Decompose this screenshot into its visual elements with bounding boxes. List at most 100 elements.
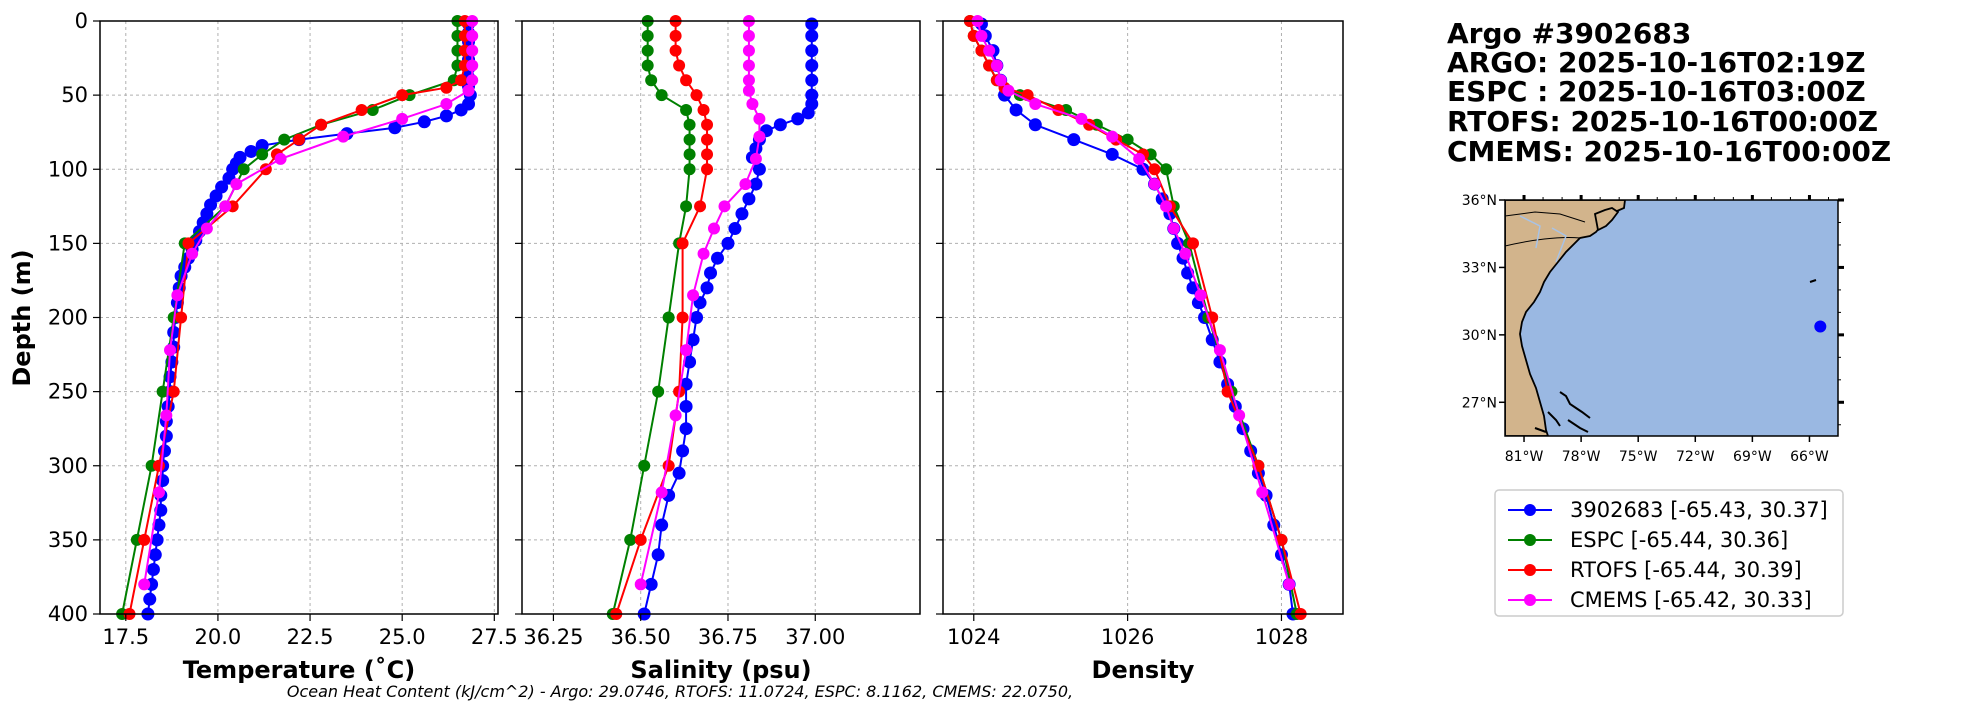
data-point-rtofs (455, 74, 468, 87)
map-lon-label: 66°W (1790, 449, 1829, 465)
data-point-3902683 (679, 399, 693, 413)
data-point-rtofs (396, 89, 409, 102)
data-point-rtofs (662, 459, 675, 472)
data-point-3902683 (805, 73, 819, 87)
data-point-3902683 (721, 236, 735, 250)
data-point-rtofs (293, 133, 305, 146)
data-point-rtofs (1187, 237, 1199, 250)
data-point-cmems (1160, 200, 1173, 213)
map-lat-label: 36°N (1462, 193, 1497, 209)
data-point-cmems (1179, 247, 1192, 260)
data-point-rtofs (1275, 533, 1288, 546)
data-point-rtofs (673, 59, 686, 72)
x-tick-label: 36.50 (611, 625, 671, 649)
data-point-rtofs (440, 81, 453, 94)
y-tick-label: 200 (48, 306, 88, 330)
data-point-3902683 (735, 207, 749, 221)
data-point-cmems (152, 486, 165, 499)
data-point-espc (237, 163, 250, 176)
data-point-cmems (697, 247, 710, 260)
data-point-espc (683, 163, 696, 176)
data-point-3902683 (1028, 118, 1042, 132)
data-point-cmems (746, 98, 759, 111)
legend: 3902683 [-65.43, 30.37] ESPC [-65.44, 30.… (1494, 489, 1844, 617)
data-point-cmems (396, 112, 409, 125)
map-lat-label: 27°N (1462, 395, 1497, 411)
data-point-cmems (1256, 486, 1269, 499)
data-point-rtofs (669, 44, 682, 57)
data-point-cmems (462, 84, 475, 97)
data-point-cmems (466, 59, 479, 72)
data-point-rtofs (669, 29, 682, 42)
y-tick-label: 0 (75, 9, 88, 33)
data-point-cmems (990, 59, 1003, 72)
data-point-cmems (1106, 130, 1119, 143)
legend-frame (1494, 489, 1844, 617)
data-point-rtofs (138, 533, 151, 546)
header-espc-time: ESPC : 2025-10-16T03:00Z (1447, 75, 1866, 108)
data-point-espc (638, 459, 651, 472)
data-point-cmems (742, 74, 755, 87)
data-point-espc (680, 200, 693, 213)
x-tick-label: 1024 (947, 625, 1000, 649)
data-point-3902683 (152, 518, 166, 532)
data-point-3902683 (704, 266, 718, 280)
data-point-espc (683, 133, 696, 146)
legend-marker (1524, 534, 1536, 546)
data-point-rtofs (680, 74, 693, 87)
data-point-3902683 (683, 355, 697, 369)
data-point-rtofs (182, 237, 195, 250)
data-point-3902683 (143, 592, 157, 606)
data-point-3902683 (651, 548, 665, 562)
data-point-3902683 (728, 222, 742, 236)
location-map: 36°N 33°N 30°N 27°N 81°W 78°W 75°W 72°W 69°W 66°W (1462, 193, 1844, 465)
series-line-cmems (143, 21, 474, 585)
x-axis-title: Temperature (˚C) (183, 656, 416, 684)
data-point-rtofs (676, 237, 689, 250)
data-point-3902683 (417, 115, 431, 129)
x-tick-label: 27.5 (471, 625, 518, 649)
data-point-cmems (1148, 178, 1161, 191)
y-tick-label: 150 (48, 231, 88, 255)
data-point-cmems (1283, 578, 1296, 591)
x-tick-label: 1028 (1255, 625, 1308, 649)
data-point-3902683 (439, 109, 453, 123)
data-point-3902683 (244, 144, 258, 158)
data-point-cmems (708, 222, 721, 235)
data-point-cmems (655, 486, 668, 499)
y-axis-title: Depth (m) (8, 249, 36, 386)
data-point-3902683 (1009, 103, 1023, 117)
data-point-cmems (742, 44, 755, 57)
data-point-cmems (742, 84, 755, 97)
salinity-panel: 36.25 36.50 36.75 37.00 Salinity (psu) (515, 15, 921, 684)
data-point-3902683 (700, 281, 714, 295)
data-point-3902683 (805, 44, 819, 58)
data-point-3902683 (752, 162, 766, 176)
data-point-espc (683, 118, 696, 131)
data-point-cmems (230, 178, 243, 191)
data-point-3902683 (791, 112, 805, 126)
map-lon-label: 72°W (1676, 449, 1715, 465)
data-point-3902683 (801, 106, 815, 120)
x-tick-label: 36.75 (698, 625, 758, 649)
data-point-3902683 (1105, 147, 1119, 161)
data-point-3902683 (644, 577, 658, 591)
data-point-3902683 (679, 422, 693, 436)
data-point-cmems (1213, 344, 1226, 357)
x-tick-label: 36.25 (523, 625, 583, 649)
data-point-3902683 (157, 444, 171, 458)
data-point-cmems (994, 74, 1007, 87)
data-point-espc (652, 385, 665, 398)
data-point-3902683 (711, 251, 725, 265)
map-lon-label: 78°W (1562, 449, 1601, 465)
data-point-rtofs (701, 163, 714, 176)
data-point-cmems (1075, 112, 1088, 125)
data-point-cmems (1194, 289, 1207, 302)
data-point-3902683 (672, 466, 686, 480)
data-point-cmems (440, 98, 453, 111)
data-point-cmems (718, 200, 731, 213)
x-tick-label: 17.5 (102, 625, 149, 649)
map-ticks: 36°N 33°N 30°N 27°N 81°W 78°W 75°W 72°W 69°W 66°W (1462, 193, 1844, 465)
data-point-cmems (138, 578, 151, 591)
